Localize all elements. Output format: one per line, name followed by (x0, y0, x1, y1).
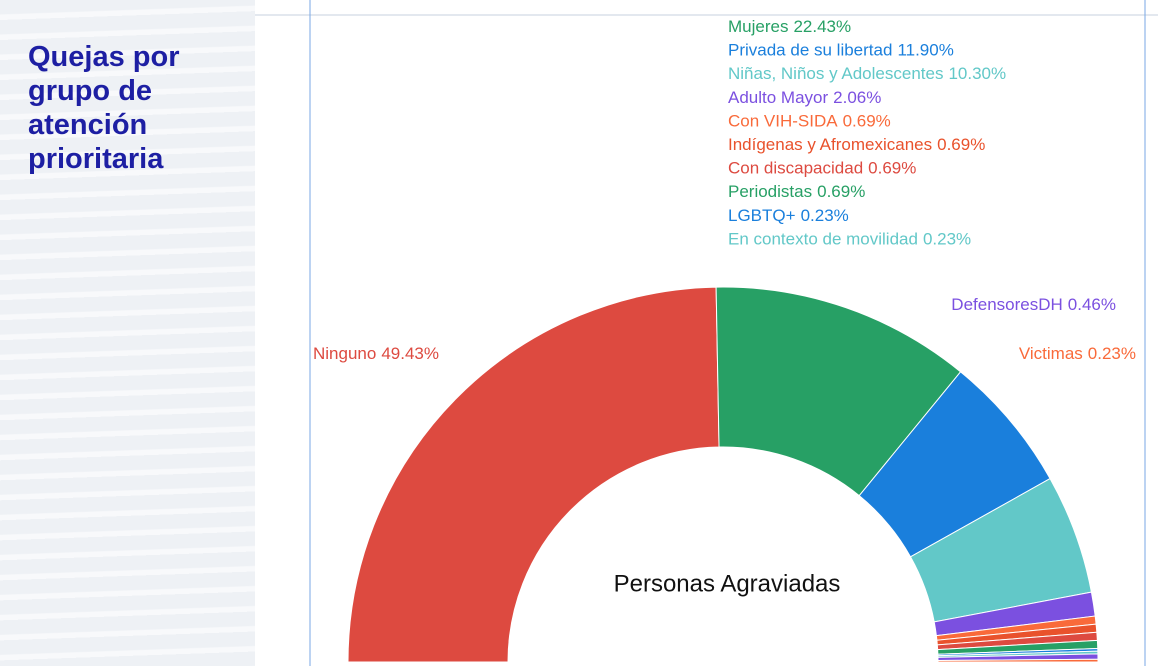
data-label: Niñas, Niños y Adolescentes 10.30% (728, 65, 1006, 84)
data-label: Mujeres 22.43% (728, 17, 851, 36)
data-label: DefensoresDH 0.46% (951, 295, 1116, 314)
label-name: Privada de su libertad (728, 41, 892, 60)
label-value: 2.06% (833, 88, 881, 107)
data-label: Con VIH-SIDA 0.69% (728, 112, 891, 131)
label-value: 0.69% (817, 183, 865, 202)
label-value: 22.43% (793, 17, 851, 36)
label-value: 0.23% (1088, 344, 1136, 363)
title-line: grupo de (28, 75, 153, 107)
label-name: Victimas (1019, 344, 1083, 363)
label-name: Adulto Mayor (728, 88, 828, 107)
data-label: Periodistas 0.69% (728, 183, 865, 202)
data-label: Privada de su libertad 11.90% (728, 41, 954, 60)
label-name: Ninguno (313, 344, 376, 363)
label-value: 10.30% (948, 65, 1006, 84)
label-name: Mujeres (728, 17, 788, 36)
side-panel: Quejas por grupo de atención prioritaria (0, 0, 255, 666)
label-name: DefensoresDH (951, 295, 1063, 314)
title-line: prioritaria (28, 143, 164, 175)
data-label: Adulto Mayor 2.06% (728, 88, 881, 107)
data-label: En contexto de movilidad 0.23% (728, 230, 971, 249)
panel-title: Quejas por grupo de atención prioritaria (28, 40, 180, 176)
label-value: 49.43% (381, 344, 439, 363)
title-line: atención (28, 109, 148, 141)
label-name: Con VIH-SIDA (728, 112, 838, 131)
data-label: Con discapacidad 0.69% (728, 159, 916, 178)
label-name: Niñas, Niños y Adolescentes (728, 65, 943, 84)
label-value: 0.69% (843, 112, 891, 131)
label-name: En contexto de movilidad (728, 230, 918, 249)
label-name: Indígenas y Afromexicanes (728, 135, 932, 154)
label-name: Con discapacidad (728, 159, 863, 178)
slice (937, 658, 1099, 663)
label-value: 0.69% (937, 135, 985, 154)
label-value: 11.90% (897, 41, 953, 60)
label-value: 0.69% (868, 159, 916, 178)
data-label: Victimas 0.23% (1019, 344, 1136, 363)
chart-title: Personas Agraviadas (614, 570, 841, 597)
label-name: Periodistas (728, 183, 812, 202)
data-label: LGBTQ+ 0.23% (728, 206, 849, 225)
data-label: Ninguno 49.43% (313, 344, 439, 363)
label-name: LGBTQ+ (728, 206, 796, 225)
label-value: 0.23% (923, 230, 971, 249)
slice (347, 286, 720, 663)
data-label: Indígenas y Afromexicanes 0.69% (728, 135, 985, 154)
label-value: 0.23% (801, 206, 849, 225)
label-value: 0.46% (1068, 295, 1116, 314)
title-line: Quejas por (28, 41, 180, 73)
